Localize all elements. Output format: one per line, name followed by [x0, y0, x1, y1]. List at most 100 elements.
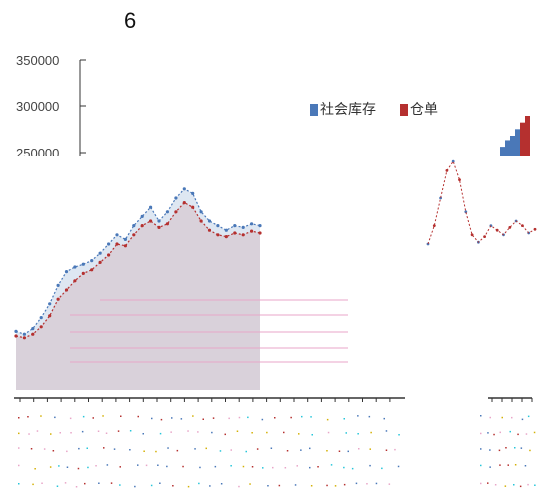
noise-dot: [317, 466, 319, 468]
inset-bar: [520, 122, 525, 156]
noise-dot: [151, 417, 153, 420]
inset-bar: [500, 147, 505, 156]
noise-dot: [238, 485, 240, 488]
series-point: [14, 329, 18, 333]
noise-dot: [398, 434, 400, 436]
noise-dot: [300, 449, 302, 451]
noise-dot: [77, 467, 80, 470]
noise-dot: [301, 415, 303, 418]
noise-dot: [274, 417, 276, 419]
noise-dot: [261, 418, 264, 421]
series-line-series_blue: [15, 188, 261, 335]
series-point: [250, 222, 254, 226]
noise-dot: [294, 484, 297, 486]
series-point: [140, 214, 144, 218]
series-point: [250, 229, 254, 233]
noise-dot: [137, 464, 139, 466]
noise-dot: [18, 417, 20, 419]
noise-dot: [397, 465, 400, 468]
series-point: [90, 259, 94, 263]
noise-dot: [86, 447, 88, 449]
noise-dot: [266, 431, 268, 434]
right-series: [426, 159, 537, 246]
noise-dot: [167, 447, 169, 449]
noise-dot: [98, 482, 100, 484]
noise-dot: [529, 449, 531, 452]
series-area-series_blue: [16, 188, 260, 390]
noise-dot: [527, 483, 529, 486]
series-point: [233, 231, 237, 235]
noise-dot: [290, 416, 292, 419]
noise-dot: [236, 430, 239, 432]
noise-dot: [170, 431, 172, 433]
series-point: [241, 233, 245, 237]
noise-dot: [267, 485, 269, 487]
noise-dot: [192, 415, 194, 417]
noise-dot: [249, 483, 251, 485]
legend-label: 仓单: [410, 102, 438, 118]
noise-dots: [18, 415, 536, 488]
noise-dot: [309, 447, 311, 450]
series-point: [174, 196, 178, 200]
noise-dot: [494, 484, 497, 486]
noise-dot: [40, 415, 42, 417]
noise-dot: [81, 430, 84, 433]
series-point: [165, 222, 169, 226]
noise-dot: [357, 433, 359, 435]
noise-dot: [489, 416, 491, 419]
inset-bar: [505, 140, 510, 156]
noise-dot: [102, 415, 104, 417]
series-point: [107, 242, 111, 246]
noise-dot: [355, 482, 358, 485]
noise-dot: [84, 482, 86, 485]
series-point: [73, 279, 77, 283]
noise-dot: [309, 466, 311, 469]
noise-dot: [209, 485, 211, 487]
series-point: [224, 228, 228, 232]
noise-dot: [110, 482, 113, 484]
noise-dot: [230, 449, 232, 451]
series-point: [182, 201, 186, 205]
noise-dot: [310, 416, 312, 418]
noise-dot: [69, 417, 72, 420]
noise-dot: [202, 418, 204, 420]
noise-dot: [120, 415, 122, 417]
series-point: [64, 270, 69, 274]
series-point: [199, 210, 203, 214]
series-point: [22, 336, 26, 340]
series-point: [31, 332, 35, 336]
legend-swatch-red: [400, 104, 408, 116]
series-point: [123, 237, 127, 241]
noise-dot: [197, 431, 199, 433]
noise-dot: [326, 450, 328, 452]
noise-dot: [34, 468, 36, 470]
series-point: [157, 225, 161, 229]
noise-dot: [504, 485, 507, 487]
series-point: [31, 327, 35, 331]
series-point: [224, 235, 228, 239]
noise-dot: [247, 416, 249, 419]
noise-dot: [489, 449, 491, 451]
noise-dot: [351, 467, 354, 470]
noise-dot: [514, 464, 517, 466]
noise-dot: [187, 485, 190, 488]
noise-dot: [383, 417, 385, 420]
series-point: [81, 262, 85, 266]
noise-dot: [501, 416, 503, 419]
noise-dot: [103, 447, 105, 449]
inset-bars: [500, 116, 530, 156]
series-point: [174, 210, 178, 214]
noise-dot: [97, 430, 100, 432]
series-point: [149, 219, 153, 223]
series-point: [39, 316, 43, 320]
noise-dot: [166, 465, 168, 468]
series-point: [56, 297, 60, 301]
series-point: [64, 288, 69, 292]
noise-dot: [64, 482, 67, 484]
series-point: [165, 210, 169, 214]
noise-dot: [199, 466, 201, 469]
noise-dot: [511, 416, 513, 419]
noise-dot: [283, 431, 285, 434]
series-point: [107, 253, 111, 257]
noise-dot: [211, 431, 213, 434]
